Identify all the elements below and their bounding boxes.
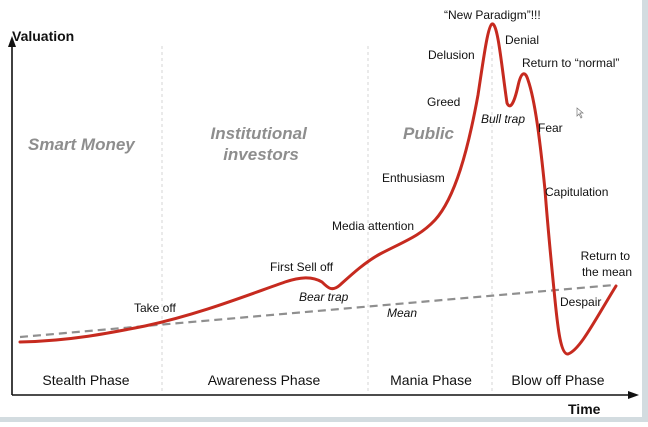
label-take-off: Take off bbox=[134, 301, 176, 315]
phase-mania: Mania Phase bbox=[390, 372, 472, 388]
window-frame-right bbox=[642, 0, 648, 422]
label-despair: Despair bbox=[560, 295, 601, 309]
label-mean: Mean bbox=[387, 306, 417, 320]
label-media-attention: Media attention bbox=[332, 219, 414, 233]
phase-stealth: Stealth Phase bbox=[42, 372, 129, 388]
label-return-to-normal: Return to “normal” bbox=[522, 56, 619, 70]
phase-blow-off: Blow off Phase bbox=[511, 372, 604, 388]
label-fear: Fear bbox=[538, 121, 563, 135]
phase-awareness: Awareness Phase bbox=[208, 372, 321, 388]
label-bear-trap: Bear trap bbox=[299, 290, 349, 304]
y-axis-arrowhead bbox=[8, 36, 16, 47]
mouse-cursor-icon bbox=[576, 107, 584, 119]
label-delusion: Delusion bbox=[428, 48, 475, 62]
zone-institutional-investors: Institutional investors bbox=[210, 124, 311, 164]
x-axis-title: Time bbox=[568, 401, 601, 417]
y-axis-title: Valuation bbox=[12, 28, 74, 44]
label-bull-trap: Bull trap bbox=[481, 112, 525, 126]
window-frame-bottom bbox=[0, 417, 648, 422]
label-denial: Denial bbox=[505, 33, 539, 47]
label-first-sell-off: First Sell off bbox=[270, 260, 334, 274]
label-return-to-the-mean: Return to the mean bbox=[581, 249, 634, 279]
label-capitulation: Capitulation bbox=[545, 185, 608, 199]
zone-smart-money: Smart Money bbox=[28, 135, 136, 154]
label-enthusiasm: Enthusiasm bbox=[382, 171, 445, 185]
valuation-curve bbox=[18, 22, 618, 356]
mean-line bbox=[19, 283, 615, 339]
zone-public: Public bbox=[403, 124, 455, 143]
label-greed: Greed bbox=[427, 95, 460, 109]
x-axis-arrowhead bbox=[628, 391, 639, 399]
label-new-paradigm: “New Paradigm”!!! bbox=[444, 8, 541, 22]
